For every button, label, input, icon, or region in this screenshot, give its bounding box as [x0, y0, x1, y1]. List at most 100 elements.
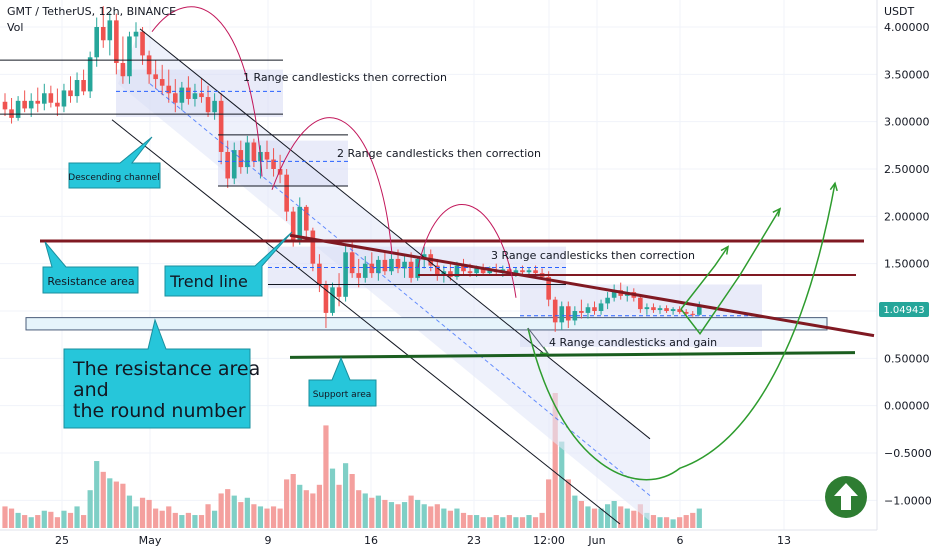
candle-body[interactable] — [127, 36, 132, 77]
candle-body[interactable] — [231, 150, 237, 179]
candle-body[interactable] — [271, 159, 276, 169]
candle-body[interactable] — [651, 307, 656, 311]
candle-body[interactable] — [480, 268, 486, 274]
candle-body[interactable] — [395, 258, 401, 269]
candle-body[interactable] — [55, 102, 60, 107]
candle-body[interactable] — [533, 270, 538, 274]
candle-body[interactable] — [572, 311, 578, 321]
candle-body[interactable] — [238, 150, 244, 168]
candle-body[interactable] — [330, 287, 335, 313]
candle-body[interactable] — [343, 252, 348, 297]
candle-body[interactable] — [107, 20, 113, 41]
candle-body[interactable] — [402, 261, 407, 269]
candle-body[interactable] — [507, 269, 512, 274]
candle-body[interactable] — [323, 284, 329, 313]
candle-body[interactable] — [376, 259, 381, 274]
candle-body[interactable] — [546, 276, 551, 300]
candle-body[interactable] — [435, 265, 440, 276]
candle-body[interactable] — [100, 27, 106, 41]
candle-body[interactable] — [592, 307, 597, 311]
candle-body[interactable] — [81, 80, 86, 92]
candle-body[interactable] — [683, 311, 689, 314]
candle-body[interactable] — [290, 211, 296, 240]
candle-body[interactable] — [304, 206, 309, 231]
candle-body[interactable] — [638, 297, 643, 310]
candle-body[interactable] — [670, 309, 676, 311]
candle-body[interactable] — [310, 230, 316, 264]
candle-body[interactable] — [159, 79, 165, 86]
candle-body[interactable] — [2, 101, 8, 110]
candle-body[interactable] — [644, 307, 650, 310]
candle-body[interactable] — [297, 206, 303, 240]
candle-body[interactable] — [317, 263, 322, 285]
candle-body[interactable] — [68, 90, 73, 97]
candle-body[interactable] — [356, 273, 361, 278]
candle-body[interactable] — [245, 142, 250, 168]
candle-body[interactable] — [598, 303, 604, 311]
candle-body[interactable] — [146, 55, 152, 75]
candle-body[interactable] — [415, 258, 420, 278]
candle-body[interactable] — [28, 100, 34, 109]
candle-body[interactable] — [690, 313, 696, 315]
candle-body[interactable] — [611, 290, 617, 298]
candle-body[interactable] — [74, 80, 80, 97]
candle-body[interactable] — [35, 100, 41, 104]
candle-body[interactable] — [362, 263, 368, 278]
candle-body[interactable] — [218, 100, 224, 152]
candle-body[interactable] — [251, 142, 257, 162]
candle-body[interactable] — [454, 265, 460, 277]
candle-body[interactable] — [277, 169, 283, 175]
candle-body[interactable] — [605, 297, 610, 304]
candle-body[interactable] — [559, 306, 565, 323]
candle-body[interactable] — [225, 151, 230, 179]
candle-body[interactable] — [87, 57, 93, 92]
candle-body[interactable] — [94, 27, 99, 58]
candle-body[interactable] — [114, 20, 119, 63]
candle-body[interactable] — [199, 93, 204, 98]
candle-body[interactable] — [166, 85, 172, 94]
candle-body[interactable] — [336, 287, 342, 297]
candle-body[interactable] — [697, 306, 702, 315]
price-axis[interactable]: USDT 4.00000 3.50000 3.00000 2.50000 2.00000… — [876, 0, 932, 530]
candle-body[interactable] — [22, 100, 27, 109]
candle-body[interactable] — [61, 90, 67, 107]
candle-body[interactable] — [461, 265, 466, 272]
candle-body[interactable] — [585, 307, 591, 313]
candle-body[interactable] — [15, 100, 21, 118]
candle-body[interactable] — [48, 93, 54, 103]
candle-body[interactable] — [552, 299, 558, 323]
candle-body[interactable] — [264, 151, 270, 160]
candle-body[interactable] — [192, 93, 198, 99]
candle-body[interactable] — [566, 306, 571, 321]
candle-body[interactable] — [677, 309, 682, 312]
candle-body[interactable] — [389, 258, 394, 272]
candle-body[interactable] — [349, 252, 355, 274]
candle-body[interactable] — [382, 259, 388, 272]
candle-body[interactable] — [179, 87, 185, 103]
candle-body[interactable] — [153, 74, 158, 80]
candle-body[interactable] — [520, 270, 525, 273]
candle-body[interactable] — [205, 97, 211, 113]
time-axis[interactable]: 25 May 9 16 23 12:00 Jun 6 13 — [0, 529, 932, 550]
candle-body[interactable] — [657, 308, 663, 311]
candle-body[interactable] — [42, 93, 47, 104]
candle-body[interactable] — [173, 93, 178, 103]
candle-body[interactable] — [421, 254, 427, 259]
candle-body[interactable] — [120, 62, 126, 77]
candle-body[interactable] — [284, 174, 289, 212]
candle-body[interactable] — [408, 261, 414, 278]
candlesticks[interactable] — [2, 6, 702, 332]
candle-body[interactable] — [664, 308, 669, 311]
candle-body[interactable] — [369, 263, 375, 274]
candle-body[interactable] — [186, 87, 191, 99]
scroll-to-top-button[interactable] — [825, 476, 867, 518]
candle-body[interactable] — [487, 270, 492, 274]
candle-body[interactable] — [526, 270, 532, 273]
candle-body[interactable] — [579, 311, 584, 313]
candle-body[interactable] — [474, 268, 479, 274]
candle-body[interactable] — [212, 100, 217, 113]
candle-body[interactable] — [133, 31, 139, 37]
candle-body[interactable] — [467, 271, 473, 274]
